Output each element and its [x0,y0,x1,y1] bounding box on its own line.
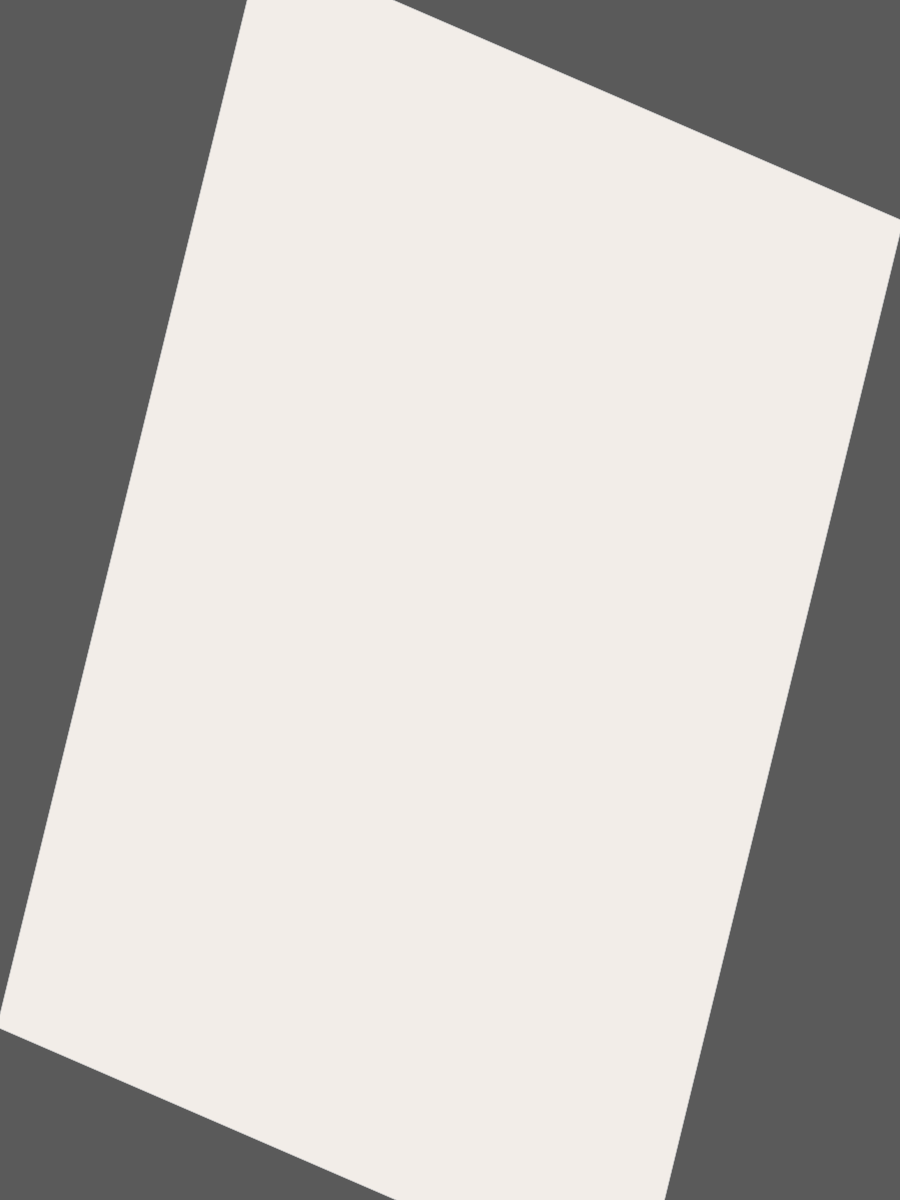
Polygon shape [0,0,900,1200]
